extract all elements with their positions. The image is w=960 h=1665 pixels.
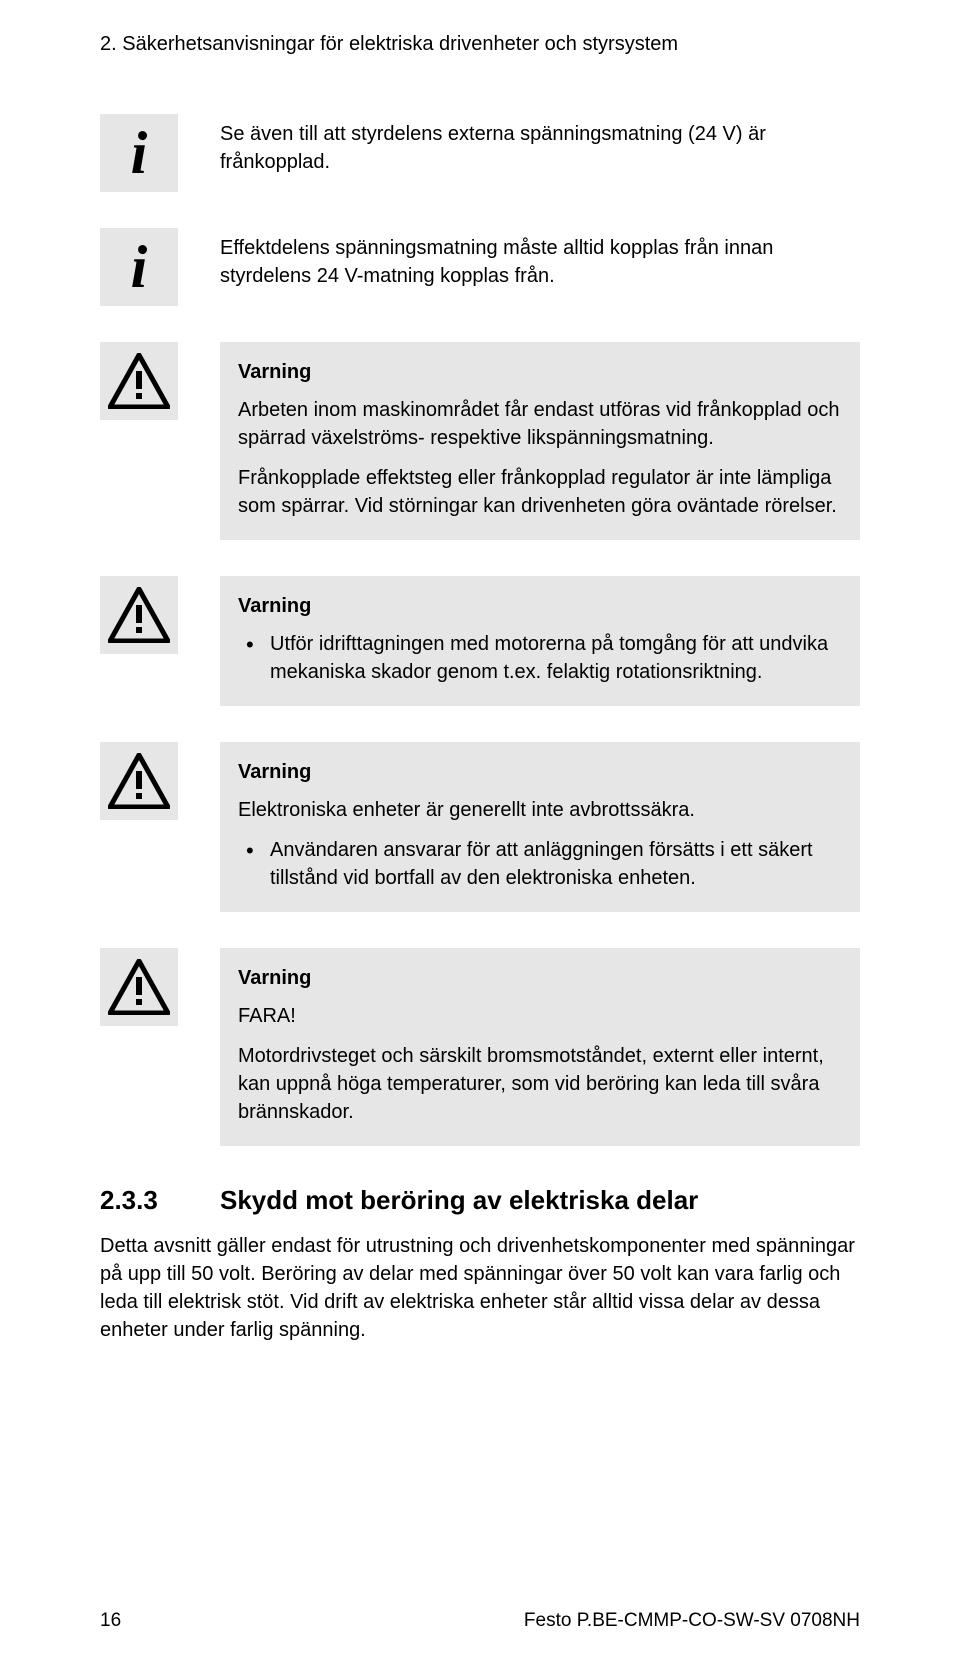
page-number: 16: [100, 1608, 121, 1635]
section-number: 2.3.3: [100, 1182, 220, 1218]
info-text-1: Se även till att styrdelens externa spän…: [220, 114, 860, 176]
warning-paragraph: FARA!: [238, 1002, 842, 1030]
warning-paragraph: Elektroniska enheter är generellt inte a…: [238, 796, 842, 824]
document-id: Festo P.BE-CMMP-CO-SW-SV 0708NH: [524, 1608, 860, 1635]
warning-paragraph: Motordrivsteget och särskilt bromsmotstå…: [238, 1042, 842, 1126]
warning-block-1: Varning Arbeten inom maskinområdet får e…: [100, 342, 860, 540]
warning-heading: Varning: [238, 592, 842, 620]
page-footer: 16 Festo P.BE-CMMP-CO-SW-SV 0708NH: [100, 1608, 860, 1635]
warning-heading: Varning: [238, 358, 842, 386]
warning-list-item: Utför idrifttagningen med motorerna på t…: [238, 630, 842, 686]
warning-block-3: Varning Elektroniska enheter är generell…: [100, 742, 860, 912]
warning-paragraph: Arbeten inom maskinområdet får endast ut…: [238, 396, 842, 452]
warning-heading: Varning: [238, 758, 842, 786]
warning-heading: Varning: [238, 964, 842, 992]
page-header: 2. Säkerhetsanvisningar för elektriska d…: [100, 30, 860, 58]
warning-paragraph: Frånkopplade effektsteg eller frånkoppla…: [238, 464, 842, 520]
section-body: Detta avsnitt gäller endast för utrustni…: [100, 1232, 860, 1344]
info-icon: i: [100, 114, 178, 192]
warning-list-item: Användaren ansvarar för att anläggningen…: [238, 836, 842, 892]
warning-icon: [100, 742, 178, 820]
info-text-2: Effektdelens spänningsmatning måste allt…: [220, 228, 860, 290]
info-block-1: i Se även till att styrdelens externa sp…: [100, 114, 860, 192]
warning-icon: [100, 948, 178, 1026]
warning-icon: [100, 576, 178, 654]
info-glyph: i: [131, 123, 148, 183]
section-title: Skydd mot beröring av elektriska delar: [220, 1182, 698, 1218]
warning-block-4: Varning FARA! Motordrivsteget och särski…: [100, 948, 860, 1146]
warning-block-2: Varning Utför idrifttagningen med motore…: [100, 576, 860, 706]
warning-icon: [100, 342, 178, 420]
info-glyph: i: [131, 237, 148, 297]
info-icon: i: [100, 228, 178, 306]
info-block-2: i Effektdelens spänningsmatning måste al…: [100, 228, 860, 306]
